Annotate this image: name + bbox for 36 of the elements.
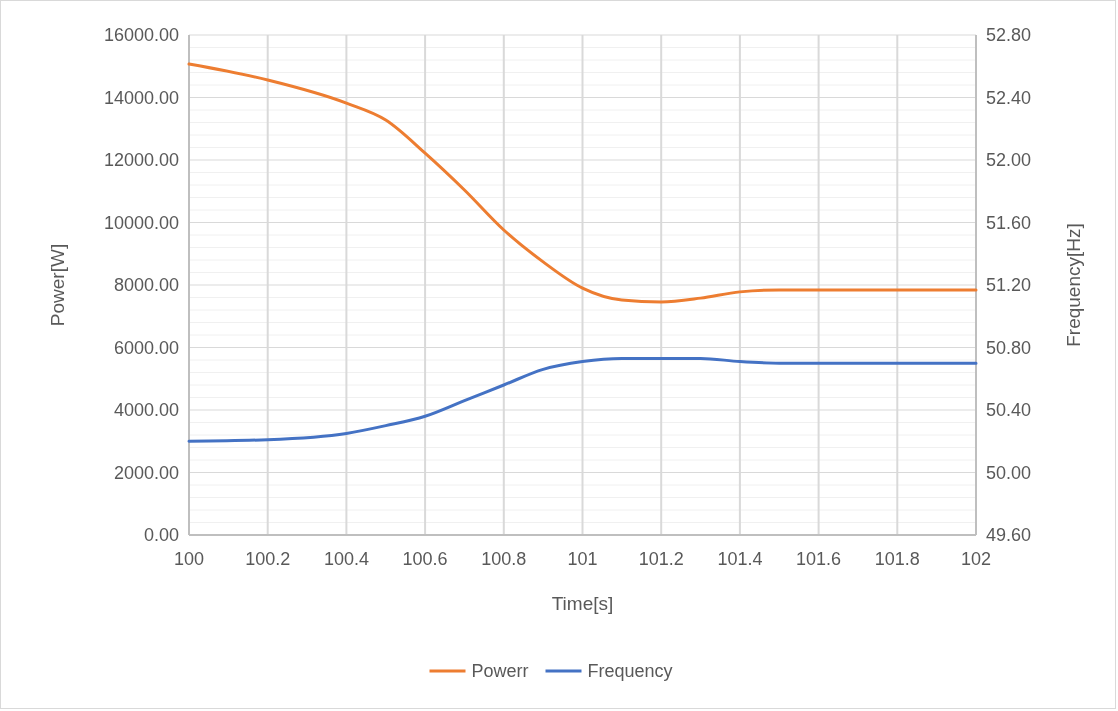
y2-tick-label: 51.60 — [986, 212, 1032, 233]
y-tick-label: 6000.00 — [113, 337, 179, 358]
y-tick-label: 2000.00 — [113, 462, 179, 483]
line-series — [187, 62, 978, 304]
x-tick-label: 101 — [567, 549, 598, 569]
y2-axis-title: Frequency[Hz] — [1063, 223, 1084, 347]
x-tick-label: 100.4 — [323, 549, 369, 569]
y2-tick-label: 52.40 — [986, 87, 1032, 108]
y-tick-label: 10000.00 — [103, 212, 179, 233]
y2-tick-label: 52.80 — [986, 25, 1032, 46]
x-tick-label: 100 — [173, 549, 205, 569]
x-tick-label: 100.6 — [402, 549, 448, 569]
x-tick-label: 101.8 — [874, 549, 920, 569]
x-tick-label: 100.8 — [481, 549, 527, 569]
y-tick-label: 0.00 — [143, 525, 179, 546]
x-axis-title: Time[s] — [551, 593, 614, 614]
y-tick-label: 16000.00 — [103, 25, 179, 46]
y-tick-label: 4000.00 — [113, 400, 179, 421]
y2-tick-label: 50.40 — [986, 400, 1032, 421]
y-axis-title: Power[W] — [47, 243, 68, 327]
y-tick-label: 14000.00 — [103, 87, 179, 108]
y-tick-label: 12000.00 — [103, 150, 179, 171]
legend-label: Frequency — [587, 661, 673, 682]
x-tick-label: 100.2 — [245, 549, 291, 569]
x-tick-label: 101.6 — [796, 549, 842, 569]
x-tick-label: 102 — [960, 549, 992, 569]
y2-tick-label: 49.60 — [986, 525, 1032, 546]
y2-tick-label: 51.20 — [986, 275, 1032, 296]
legend-label: Powerr — [471, 661, 529, 682]
y-tick-label: 8000.00 — [113, 275, 179, 296]
y2-tick-label: 52.00 — [986, 150, 1032, 171]
line-series — [187, 356, 978, 443]
y2-tick-label: 50.80 — [986, 337, 1032, 358]
x-tick-label: 101.4 — [717, 549, 763, 569]
x-tick-label: 101.2 — [638, 549, 684, 569]
y2-tick-label: 50.00 — [986, 462, 1032, 483]
